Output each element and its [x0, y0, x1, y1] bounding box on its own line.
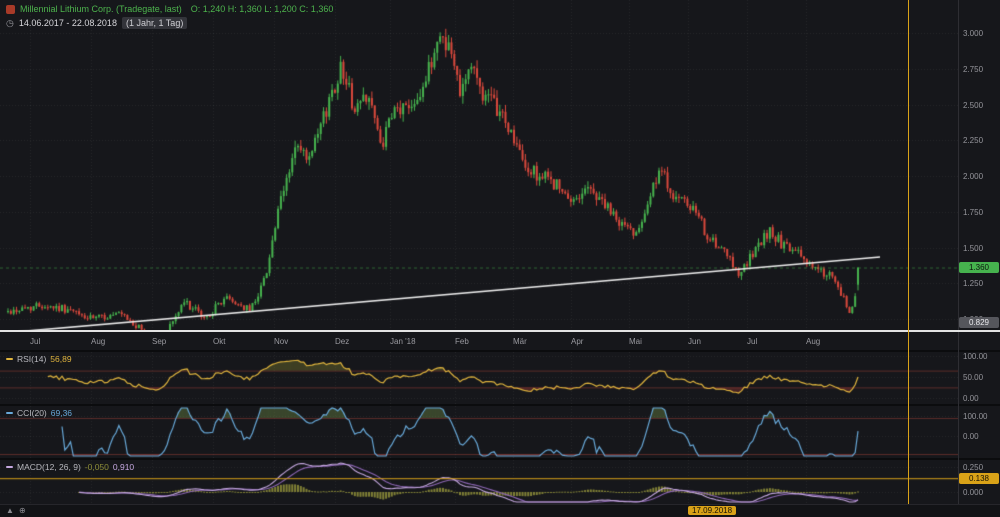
- scale-tick-label: 0.00: [963, 394, 979, 403]
- scale-tick-label: 0.00: [963, 432, 979, 441]
- cci-line-icon: [6, 412, 13, 414]
- cci-legend[interactable]: CCI(20) 69,36: [6, 408, 72, 418]
- macd-name: MACD(12, 26, 9): [17, 462, 81, 472]
- horizontal-trendline[interactable]: [0, 330, 1000, 332]
- cci-pane-canvas[interactable]: [0, 406, 958, 458]
- month-label: Okt: [213, 337, 226, 346]
- macd-level-badge: 0.138: [959, 473, 999, 484]
- cci-name: CCI(20): [17, 408, 47, 418]
- pane-separator: [0, 404, 1000, 406]
- scale-tick-label: 1.500: [963, 244, 984, 253]
- scale-tick-label: 50.00: [963, 373, 984, 382]
- scale-tick-label: 100.00: [963, 352, 988, 361]
- pane-separator: [0, 350, 1000, 352]
- month-label: Dez: [335, 337, 350, 346]
- vline-date-badge: 17.09.2018: [688, 506, 737, 515]
- arrow-up-icon[interactable]: ▲: [6, 506, 14, 515]
- rsi-name: RSI(14): [17, 354, 47, 364]
- macd-legend[interactable]: MACD(12, 26, 9) -0,050 0,910: [6, 462, 134, 472]
- macd-pane-canvas[interactable]: [0, 460, 958, 504]
- instrument-title: Millennial Lithium Corp. (Tradegate, las…: [20, 4, 182, 14]
- scale-tick-label: 2.500: [963, 101, 984, 110]
- rsi-pane-canvas[interactable]: [0, 352, 958, 404]
- month-label: Nov: [274, 337, 289, 346]
- trendline-price-badge: 0.829: [959, 317, 999, 328]
- month-label: Feb: [455, 337, 469, 346]
- clock-icon: ◷: [6, 18, 14, 28]
- pane-separator: [0, 458, 1000, 460]
- last-price-badge: 1.360: [959, 262, 999, 273]
- rsi-line-icon: [6, 358, 13, 360]
- scale-tick-label: 3.000: [963, 29, 984, 38]
- price-chart-canvas[interactable]: [0, 0, 958, 332]
- rsi-value: 56,89: [50, 354, 72, 364]
- cci-value: 69,36: [50, 408, 73, 418]
- rsi-legend[interactable]: RSI(14) 56,89: [6, 354, 72, 364]
- macd-value-1: -0,050: [84, 462, 109, 472]
- month-label: Jul: [30, 337, 41, 346]
- price-scale-column[interactable]: 3.000 2.750 2.500 2.250 2.000 1.750 1.500 1.250…: [958, 0, 1000, 504]
- scale-tick-label: 2.750: [963, 65, 984, 74]
- month-label: Jun: [688, 337, 701, 346]
- month-label: Aug: [91, 337, 106, 346]
- range-badge: (1 Jahr, 1 Tag): [121, 17, 188, 29]
- globe-icon[interactable]: ⊕: [19, 506, 26, 515]
- month-label: Sep: [152, 337, 167, 346]
- macd-line-icon: [6, 466, 13, 468]
- scale-tick-label: 1.750: [963, 208, 984, 217]
- scale-tick-label: 0.000: [963, 488, 984, 497]
- instrument-logo-icon: [6, 4, 15, 14]
- date-range: 14.06.2017 - 22.08.2018: [18, 18, 117, 28]
- month-label: Mär: [513, 337, 527, 346]
- month-label: Jul: [747, 337, 758, 346]
- scale-tick-label: 100.00: [963, 412, 988, 421]
- scale-tick-label: 2.000: [963, 172, 984, 181]
- vertical-date-line[interactable]: [908, 0, 909, 504]
- month-label: Mai: [629, 337, 642, 346]
- macd-value-2: 0,910: [112, 462, 135, 472]
- month-label: Aug: [806, 337, 821, 346]
- ohlc-values: O: 1,240 H: 1,360 L: 1,200 C: 1,360: [190, 4, 334, 14]
- month-label: Apr: [571, 337, 584, 346]
- bottom-toolbar: ▲ ⊕ 17.09.2018: [0, 504, 1000, 517]
- month-label: Jan '18: [390, 337, 416, 346]
- scale-tick-label: 0.250: [963, 463, 984, 472]
- instrument-legend[interactable]: Millennial Lithium Corp. (Tradegate, las…: [6, 3, 333, 29]
- time-axis[interactable]: Jul Aug Sep Okt Nov Dez Jan '18 Feb Mär Apr Mai Jun…: [0, 332, 958, 351]
- scale-tick-label: 1.250: [963, 279, 984, 288]
- scale-tick-label: 2.250: [963, 136, 984, 145]
